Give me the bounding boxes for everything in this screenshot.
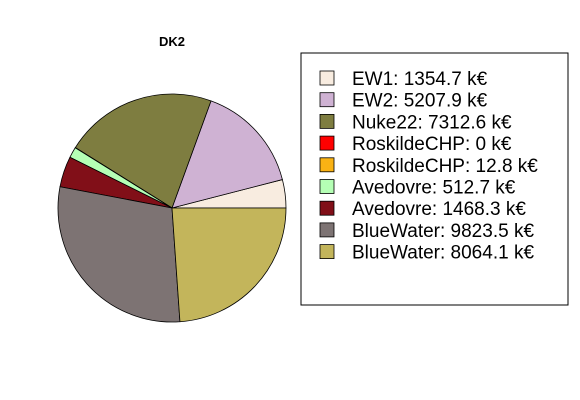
legend-swatch-7 bbox=[319, 222, 335, 238]
chart-title: DK2 bbox=[159, 34, 185, 49]
legend-swatch-6 bbox=[319, 200, 335, 216]
legend-label-8: BlueWater: 8064.1 k€ bbox=[352, 243, 534, 264]
legend-swatch-0 bbox=[319, 70, 335, 86]
legend-swatch-4 bbox=[319, 157, 335, 173]
pie-slice-8 bbox=[171, 207, 287, 323]
pie-slice-2 bbox=[74, 93, 212, 209]
legend-swatch-3 bbox=[319, 135, 335, 151]
pie-slice-7 bbox=[57, 186, 181, 323]
legend-label-1: EW2: 5207.9 k€ bbox=[352, 91, 488, 112]
legend: EW1: 1354.7 k€EW2: 5207.9 k€Nuke22: 7312… bbox=[319, 69, 538, 264]
legend-label-3: RoskildeCHP: 0 k€ bbox=[352, 134, 512, 155]
legend-label-5: Avedovre: 512.7 k€ bbox=[352, 178, 516, 199]
legend-swatch-8 bbox=[319, 244, 335, 260]
pie-slice-1 bbox=[171, 100, 283, 209]
legend-box bbox=[300, 52, 569, 306]
pie-slices bbox=[57, 93, 287, 323]
legend-swatch-5 bbox=[319, 179, 335, 194]
legend-swatch-2 bbox=[319, 114, 335, 129]
legend-label-4: RoskildeCHP: 12.8 k€ bbox=[352, 156, 538, 177]
legend-label-6: Avedovre: 1468.3 k€ bbox=[352, 199, 526, 220]
legend-label-7: BlueWater: 9823.5 k€ bbox=[352, 221, 534, 242]
legend-swatch-1 bbox=[319, 92, 335, 108]
legend-label-2: Nuke22: 7312.6 k€ bbox=[352, 112, 512, 133]
legend-label-0: EW1: 1354.7 k€ bbox=[352, 69, 488, 90]
